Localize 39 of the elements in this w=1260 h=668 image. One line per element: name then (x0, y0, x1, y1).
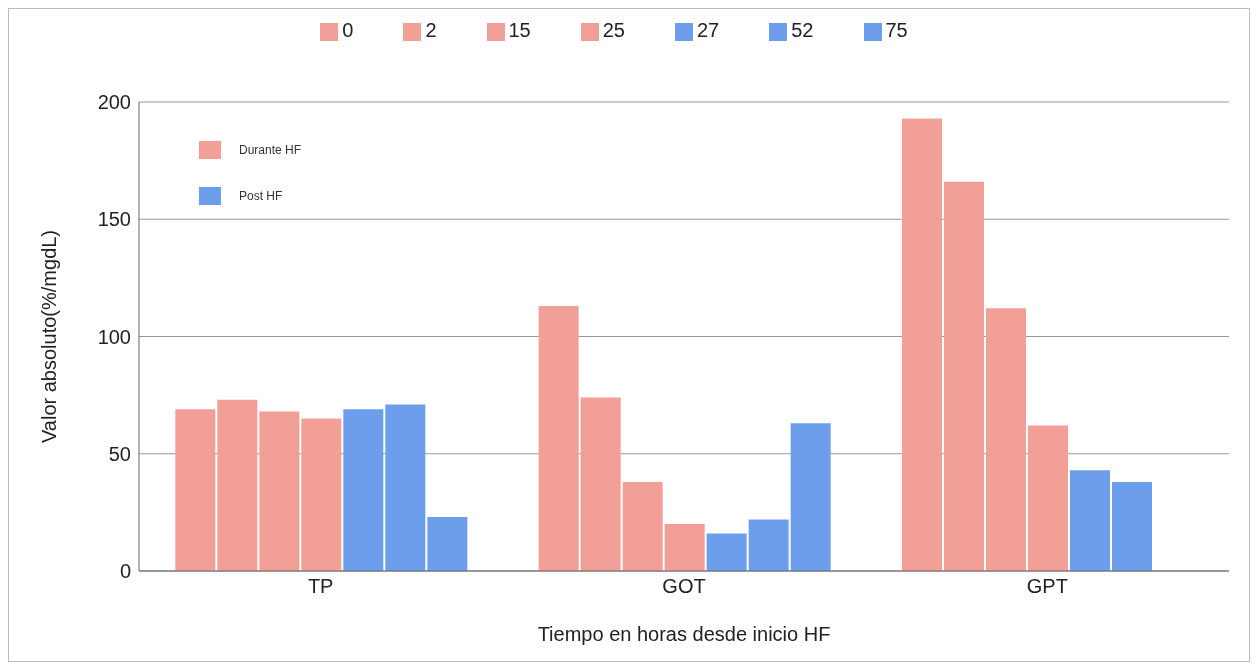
bar (1070, 470, 1110, 571)
bar (301, 418, 342, 571)
y-axis-title: Valor absoluto(%/mgdL) (38, 229, 61, 444)
bar (1112, 481, 1152, 571)
y-tick-label: 50 (108, 442, 131, 465)
y-tick-label: 200 (97, 91, 131, 114)
legend-label: 2 (425, 19, 437, 41)
y-tick-label: 150 (97, 208, 131, 231)
bar (944, 181, 984, 571)
bar (217, 399, 258, 571)
x-axis-title: Tiempo en horas desde inicio HF (537, 623, 831, 645)
legend-label: 15 (508, 19, 531, 41)
bar (175, 409, 216, 571)
bar (706, 533, 747, 571)
bar (259, 411, 300, 571)
x-tick-label: GPT (1026, 575, 1068, 598)
bar (538, 306, 579, 571)
bar (902, 118, 942, 571)
bar (343, 409, 384, 571)
annotation: Post HF (239, 189, 283, 203)
bar (790, 423, 831, 571)
bar (580, 397, 621, 571)
legend-label: 52 (791, 19, 814, 41)
annotation: Durante HF (239, 143, 302, 157)
bar (1028, 425, 1068, 571)
bar (427, 517, 468, 571)
legend-label: 25 (602, 19, 625, 41)
bar (986, 308, 1026, 571)
bar (664, 524, 705, 571)
bar (748, 519, 789, 571)
y-tick-label: 0 (119, 560, 131, 583)
legend-label: 27 (697, 19, 720, 41)
x-tick-label: GOT (662, 575, 706, 598)
legend-label: 0 (342, 19, 354, 41)
x-tick-label: TP (307, 575, 334, 598)
legend-label: 75 (885, 19, 908, 41)
bar (622, 481, 663, 571)
bar (385, 404, 426, 571)
y-tick-label: 100 (97, 325, 131, 348)
